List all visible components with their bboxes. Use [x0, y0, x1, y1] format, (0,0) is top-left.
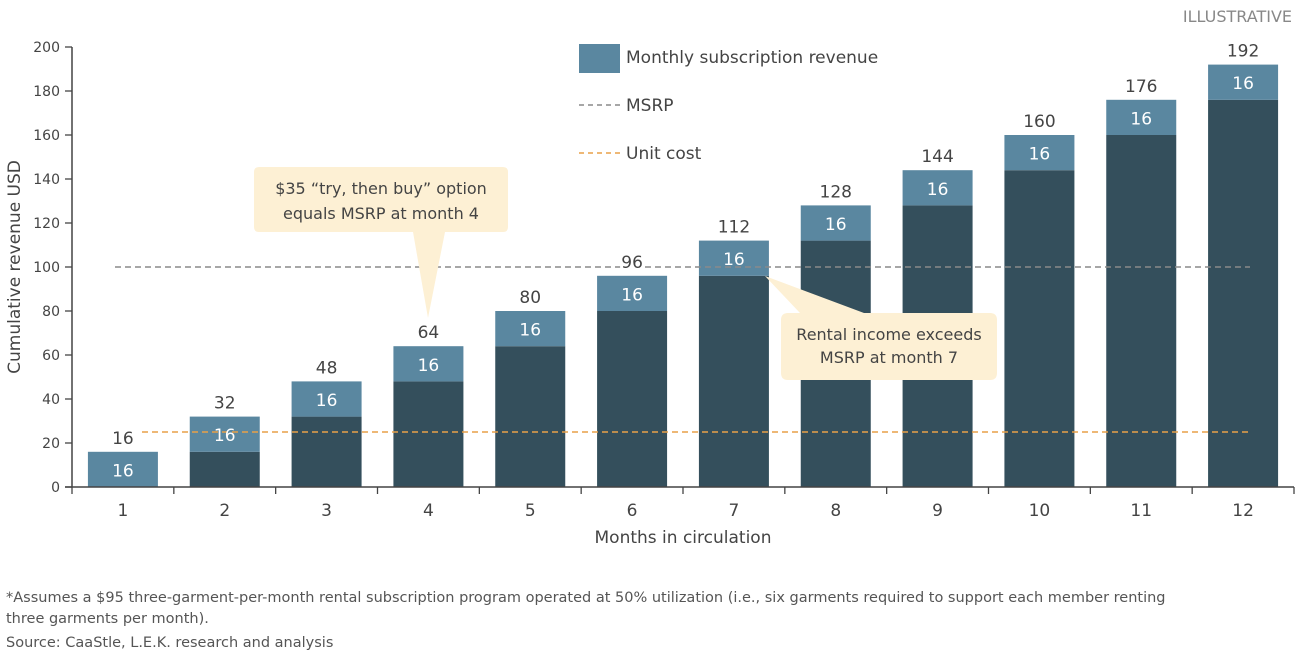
- bar-segment-label: 16: [927, 180, 949, 200]
- bar-total-label: 176: [1125, 77, 1157, 97]
- y-tick-label: 120: [33, 216, 60, 232]
- legend: Monthly subscription revenue MSRP Unit c…: [579, 44, 878, 164]
- bar-segment-label: 16: [1232, 74, 1254, 94]
- bar-total-label: 32: [214, 394, 236, 414]
- bar-segment-label: 16: [316, 391, 338, 411]
- x-tick-label: 7: [729, 501, 740, 521]
- y-tick-label: 80: [42, 304, 60, 320]
- bar-base-month-4: [393, 381, 464, 487]
- bar-total-label: 96: [621, 253, 643, 273]
- x-tick-label: 1: [118, 501, 129, 521]
- bar-base-month-10: [1004, 170, 1075, 487]
- callout-text: MSRP at month 7: [820, 348, 958, 367]
- callout-month-7: [765, 276, 997, 380]
- bar-segment-label: 16: [1130, 109, 1152, 129]
- bar-segment-label: 16: [519, 321, 541, 341]
- footnote: *Assumes a $95 three-garment-per-month r…: [6, 590, 1166, 627]
- x-axis-label: Months in circulation: [595, 528, 772, 548]
- bar-base-month-5: [495, 346, 566, 487]
- bar-segment-label: 16: [621, 285, 643, 305]
- callout-text: equals MSRP at month 4: [283, 204, 479, 223]
- y-tick-label: 180: [33, 84, 60, 100]
- bar-total-label: 160: [1023, 112, 1055, 132]
- bar-monthly-month-7: [698, 240, 769, 276]
- bar-total-label: 128: [820, 182, 852, 202]
- bar-monthly-month-8: [800, 205, 871, 241]
- bar-total-label: 80: [519, 288, 541, 308]
- bar-base-month-7: [698, 275, 769, 487]
- x-tick-label: 6: [627, 501, 638, 521]
- bar-monthly-month-2: [189, 416, 260, 452]
- x-tick-label: 10: [1029, 501, 1051, 521]
- y-axis-label: Cumulative revenue USD: [5, 160, 25, 374]
- bar-monthly-month-5: [495, 311, 566, 347]
- legend-label-msrp: MSRP: [626, 96, 674, 116]
- x-tick-label: 3: [321, 501, 332, 521]
- bar-monthly-month-4: [393, 346, 464, 382]
- y-tick-label: 160: [33, 128, 60, 144]
- bar-total-label: 192: [1227, 42, 1259, 62]
- bar-base-month-3: [291, 416, 362, 487]
- bar-base-month-11: [1106, 135, 1177, 487]
- y-tick-label: 0: [51, 480, 60, 496]
- legend-swatch-monthly: [579, 44, 620, 73]
- bar-total-label: 144: [921, 147, 953, 167]
- x-tick-label: 11: [1130, 501, 1152, 521]
- bar-segment-label: 16: [418, 356, 440, 376]
- bar-total-label: 112: [718, 218, 750, 238]
- bar-monthly-month-1: [87, 451, 158, 487]
- bar-monthly-month-10: [1004, 135, 1075, 171]
- x-tick-label: 5: [525, 501, 536, 521]
- bar-monthly-month-6: [597, 275, 668, 311]
- bar-segment-label: 16: [825, 215, 847, 235]
- bar-segment-label: 16: [723, 250, 745, 270]
- bar-monthly-month-3: [291, 381, 362, 417]
- y-tick-label: 20: [42, 436, 60, 452]
- bar-base-month-12: [1208, 99, 1279, 488]
- bar-monthly-month-11: [1106, 99, 1177, 135]
- bar-total-label: 64: [418, 323, 440, 343]
- bar-segment-label: 16: [214, 426, 236, 446]
- legend-label-monthly: Monthly subscription revenue: [626, 48, 878, 68]
- x-tick-label: 9: [932, 501, 943, 521]
- bar-base-month-2: [189, 451, 260, 487]
- callout-text: $35 “try, then buy” option: [275, 179, 487, 198]
- y-tick-label: 40: [42, 392, 60, 408]
- x-tick-label: 4: [423, 501, 434, 521]
- bar-segment-label: 16: [112, 461, 134, 481]
- bar-segment-label: 16: [1029, 145, 1051, 165]
- y-tick-label: 140: [33, 172, 60, 188]
- y-tick-label: 200: [33, 40, 60, 56]
- bar-total-label: 48: [316, 358, 338, 378]
- bar-total-label: 16: [112, 429, 134, 449]
- callout-text: Rental income exceeds: [796, 325, 981, 344]
- x-tick-label: 8: [830, 501, 841, 521]
- bar-monthly-month-9: [902, 170, 973, 206]
- callout-month-4: [254, 167, 508, 318]
- bar-monthly-month-12: [1208, 64, 1279, 100]
- y-tick-label: 100: [33, 260, 60, 276]
- x-tick-label: 12: [1232, 501, 1254, 521]
- bar-base-month-6: [597, 311, 668, 487]
- legend-label-unit-cost: Unit cost: [626, 144, 702, 164]
- illustrative-label: ILLUSTRATIVE: [1183, 7, 1292, 26]
- x-tick-label: 2: [219, 501, 230, 521]
- y-tick-label: 60: [42, 348, 60, 364]
- source-note: Source: CaaStle, L.E.K. research and ana…: [6, 635, 334, 651]
